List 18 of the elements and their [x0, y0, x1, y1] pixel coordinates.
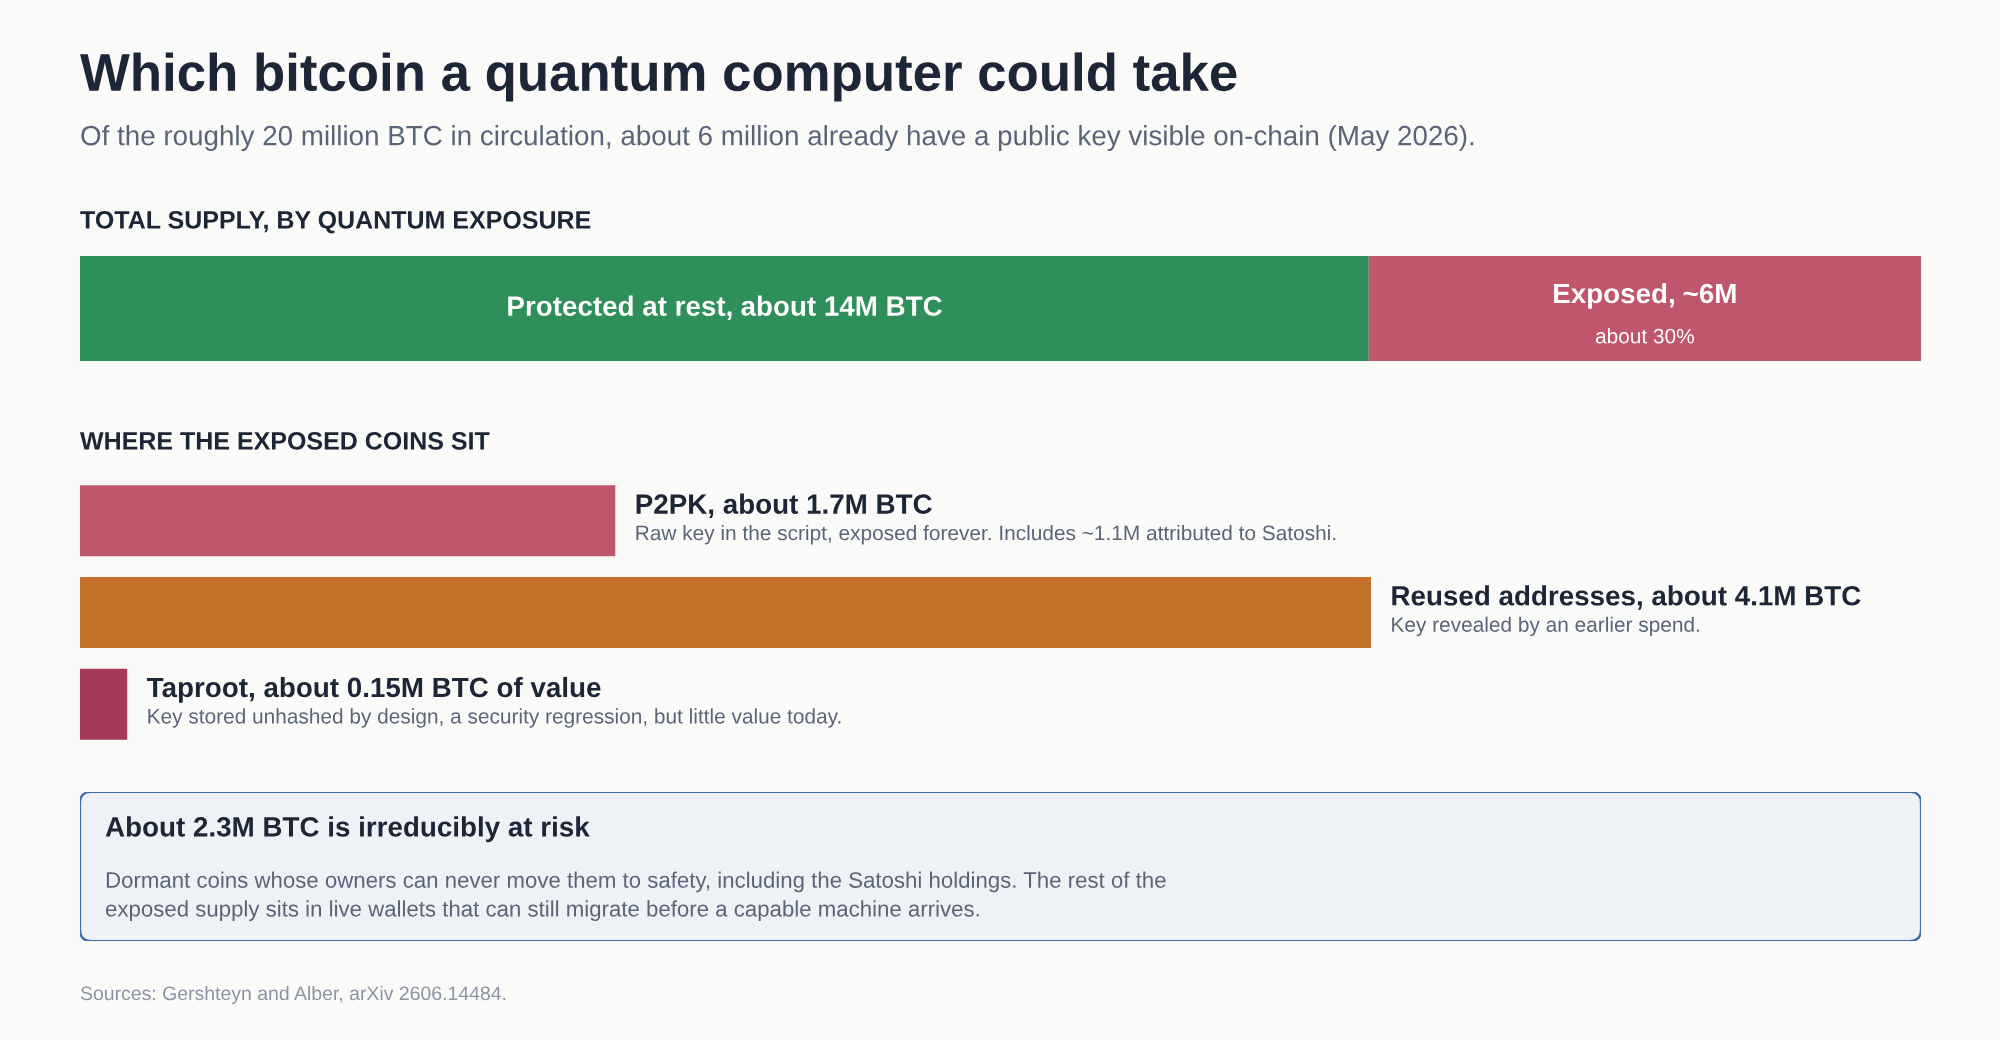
annotation: Raw key in the script, exposed forever. Includes ~1.1M attributed to Satoshi.	[636, 525, 1336, 545]
text: Dormant coins whose owners can never move them to safety, including the Satoshi holdings. The rest of the exposed supply sits in live wallets that can still migrate before a capable machine arrives.	[105, 871, 1166, 922]
annotation: Key stored unhashed by design, a security regression, but little value today.	[148, 708, 841, 728]
series-label: Protected at rest,	[508, 295, 732, 320]
source-note: Sources: Gershteyn and Alber, arXiv 2606.14484.	[80, 985, 506, 1005]
text: About 2.3M BTC is irreducibly at risk	[105, 816, 590, 843]
data-label: Taproot, about 0.15M BTC of value	[146, 676, 601, 703]
annotation: about 30%	[1595, 328, 1694, 344]
data-label: ~6M	[1683, 283, 1736, 304]
chart-title: WHERE THE EXPOSED COINS SIT	[80, 432, 490, 450]
chart-title: Which bitcoin a quantum computer could take	[80, 52, 1237, 102]
chart-subtitle: Of the roughly 20 million BTC in circulation, about 6 million already have a public key visible on-chain (May 2026).	[81, 125, 1474, 151]
series-label: Exposed,	[1554, 282, 1674, 309]
text: TOTAL SUPPLY, BY QUANTUM EXPOSURE	[80, 211, 591, 234]
data-label: P2PK, about 1.7M BTC	[636, 493, 932, 518]
data-label: Reused addresses, about 4.1M BTC	[1392, 585, 1861, 610]
data-label: about 14M BTC	[741, 295, 942, 316]
text: Key revealed by an earlier spend.	[1392, 616, 1699, 637]
